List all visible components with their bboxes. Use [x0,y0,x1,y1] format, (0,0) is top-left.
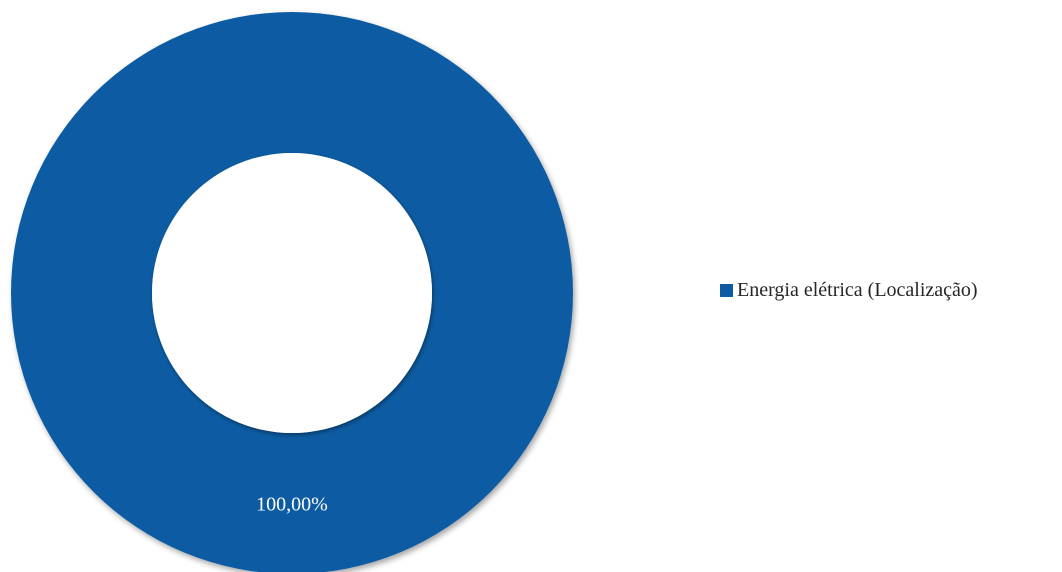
legend-swatch [720,283,733,297]
legend-entry-label: Energia elétrica (Localização) [737,279,978,301]
legend: Energia elétrica (Localização) [720,280,978,300]
donut-data-labels: 100,00% [256,494,328,516]
donut-data-label: 100,00% [256,494,328,516]
donut-hole [152,153,432,433]
donut-slices [11,12,573,572]
donut-slice [11,12,573,572]
